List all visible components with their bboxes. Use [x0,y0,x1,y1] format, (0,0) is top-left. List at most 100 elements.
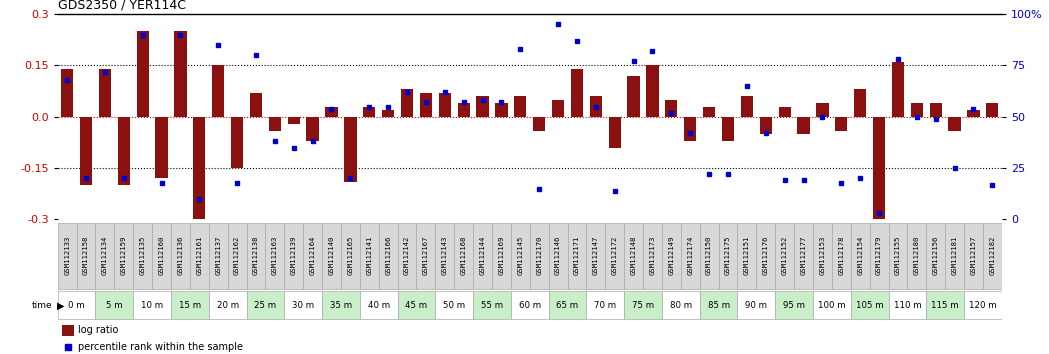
Bar [907,223,926,289]
Bar [476,96,489,117]
Bar [530,223,549,289]
Bar [605,223,624,289]
Text: 100 m: 100 m [818,301,845,310]
Bar [58,223,77,289]
Text: log ratio: log ratio [79,325,119,335]
Text: 30 m: 30 m [292,301,315,310]
Text: 5 m: 5 m [106,301,123,310]
Bar [722,117,734,141]
Bar [964,291,1002,319]
Bar [495,103,508,117]
Bar [228,223,247,289]
Bar [360,223,379,289]
Bar [759,117,772,134]
Text: GSM112146: GSM112146 [555,236,561,275]
Bar [435,291,473,319]
Text: GSM112150: GSM112150 [706,236,712,275]
Text: GSM112137: GSM112137 [215,236,221,275]
Text: GSM112138: GSM112138 [253,236,259,275]
Bar [870,223,889,289]
Text: 80 m: 80 m [669,301,692,310]
Bar [193,117,206,219]
Text: 110 m: 110 m [894,301,921,310]
Text: GSM112169: GSM112169 [498,236,505,275]
Bar [63,325,73,336]
Text: GSM112141: GSM112141 [366,236,372,275]
Bar [133,223,152,289]
Text: GSM112143: GSM112143 [442,236,448,275]
Bar [568,223,586,289]
Bar [344,117,357,182]
Bar [212,65,224,117]
Bar [964,223,983,289]
Text: 40 m: 40 m [367,301,390,310]
Bar [684,117,697,141]
Bar [171,291,209,319]
Bar [77,223,95,289]
Text: GSM112158: GSM112158 [83,236,89,275]
Bar [892,62,904,117]
Text: 20 m: 20 m [216,301,239,310]
Bar [80,117,92,185]
Bar [775,291,813,319]
Text: GSM112149: GSM112149 [668,236,675,275]
Text: GSM112171: GSM112171 [574,236,580,275]
Text: GSM112133: GSM112133 [64,236,70,275]
Bar [665,100,678,117]
Bar [926,291,964,319]
Bar [457,103,470,117]
Bar [552,100,564,117]
Bar [247,291,284,319]
Bar [360,291,398,319]
Bar [473,223,492,289]
Bar [363,107,376,117]
Text: GSM112139: GSM112139 [291,236,297,275]
Bar [703,107,715,117]
Bar [209,291,247,319]
Text: GSM112164: GSM112164 [309,236,316,275]
Bar [306,117,319,141]
Bar [152,223,171,289]
Bar [435,223,454,289]
Text: 70 m: 70 m [594,301,617,310]
Text: GSM112156: GSM112156 [933,236,939,275]
Text: GSM112142: GSM112142 [404,236,410,275]
Bar [719,223,737,289]
Bar [265,223,284,289]
Text: GSM112135: GSM112135 [140,236,146,275]
Bar [662,291,700,319]
Text: time: time [31,301,52,310]
Bar [775,223,794,289]
Bar [889,291,926,319]
Bar [681,223,700,289]
Bar [549,291,586,319]
Bar [737,291,775,319]
Bar [643,223,662,289]
Bar [133,291,171,319]
Text: GSM112163: GSM112163 [272,236,278,275]
Text: GSM112162: GSM112162 [234,236,240,275]
Bar [797,117,810,134]
Text: GSM112152: GSM112152 [782,236,788,275]
Bar [382,110,394,117]
Bar [662,223,681,289]
Text: GSM112177: GSM112177 [800,236,807,275]
Text: 50 m: 50 m [443,301,466,310]
Bar [269,117,281,131]
Bar [174,31,187,117]
Bar [624,291,662,319]
Bar [646,65,659,117]
Bar [926,223,945,289]
Text: GSM112153: GSM112153 [819,236,826,275]
Text: GSM112148: GSM112148 [630,236,637,275]
Text: GSM112161: GSM112161 [196,236,202,275]
Bar [851,223,870,289]
Bar [250,93,262,117]
Bar [416,223,435,289]
Bar [741,96,753,117]
Bar [287,117,300,124]
Text: 90 m: 90 m [746,301,767,310]
Bar [99,69,111,117]
Bar [533,117,545,131]
Text: 95 m: 95 m [784,301,805,310]
